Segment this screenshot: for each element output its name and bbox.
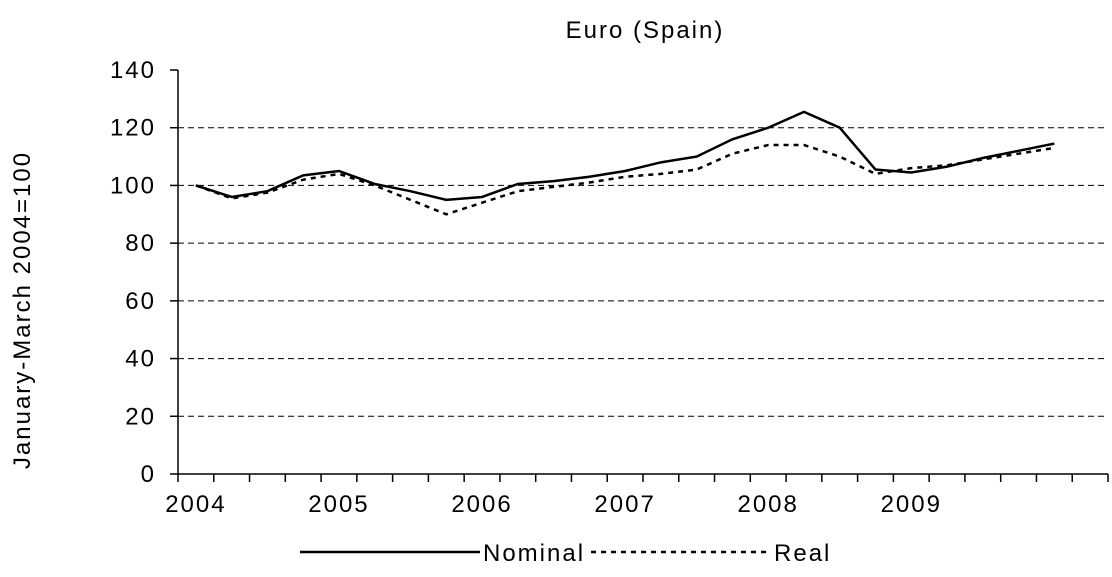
x-tick-label: 2009 — [881, 491, 942, 518]
y-axis-label: January-March 2004=100 — [9, 151, 36, 469]
x-tick-label: 2005 — [308, 491, 369, 518]
series-line — [195, 143, 1055, 216]
x-tick-label: 2007 — [594, 491, 655, 518]
y-tick-label: 80 — [125, 230, 156, 257]
y-tick-label: 0 — [141, 461, 156, 488]
y-tick-label: 120 — [110, 115, 156, 142]
legend-label: Nominal — [483, 540, 585, 567]
y-tick-label: 140 — [110, 57, 156, 84]
y-tick-label: 100 — [110, 172, 156, 199]
y-tick-label: 40 — [125, 346, 156, 373]
x-tick-label: 2006 — [451, 491, 512, 518]
y-tick-label: 60 — [125, 288, 156, 315]
x-tick-label: 2008 — [737, 491, 798, 518]
x-tick-label: 2004 — [165, 491, 226, 518]
legend-label: Real — [774, 540, 831, 567]
y-tick-label: 20 — [125, 403, 156, 430]
series-line — [195, 110, 1055, 202]
chart-title: Euro (Spain) — [566, 17, 725, 44]
